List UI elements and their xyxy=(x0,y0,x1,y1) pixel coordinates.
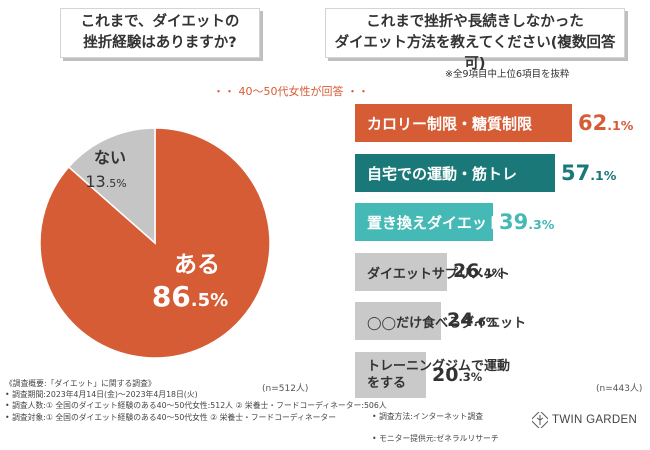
pie-label-no: ない xyxy=(94,148,126,167)
bar-value-dec-4: .4% xyxy=(479,266,504,280)
bar-value-int-1: 62 xyxy=(578,111,608,135)
footer-subjects: • 調査人数:① 全国のダイエット経験のある40〜50代女性:512人 ② 栄養… xyxy=(5,401,387,411)
bar-value-dec-3: .3% xyxy=(528,217,555,232)
respondent-dots-left: ・・ xyxy=(213,85,235,98)
logo: TWIN GARDEN xyxy=(532,412,637,428)
bar-label-1: カロリー制限・糖質制限 xyxy=(367,114,533,133)
n-left: (n=512人) xyxy=(262,384,309,394)
bar-4 xyxy=(355,253,447,291)
bar-value-dec-2: .1% xyxy=(590,168,617,183)
bar-value-int-4: 26 xyxy=(453,260,480,282)
footer-period: • 調査期間:2023年4月14日(金)〜2023年4月18日(火) xyxy=(5,390,198,400)
bar-value-int-5: 24 xyxy=(447,309,474,331)
bar-label-6: トレーニングジムで運動をする xyxy=(367,359,511,391)
bar-label-4: ダイエットサプリメント xyxy=(367,266,510,282)
respondent-dots-right: ・・ xyxy=(347,85,369,98)
pie-value-no: 13.5% xyxy=(85,172,126,191)
bar-5 xyxy=(355,302,441,340)
bar-value-3: 39.3% xyxy=(499,210,554,234)
footer-method: • 調査方法:インターネット調査 xyxy=(372,412,484,421)
respondent-text: 40〜50代女性が回答 xyxy=(238,85,344,98)
bar-value-dec-6: .3% xyxy=(458,370,483,384)
bar-value-int-6: 20 xyxy=(432,364,459,386)
pie-value-no-int: 13 xyxy=(85,172,105,191)
bar-value-dec-1: .1% xyxy=(607,118,634,133)
question-left-line1: これまで、ダイエットの xyxy=(80,14,240,30)
bar-label-5: ◯◯だけ食べるダイエット xyxy=(367,315,526,331)
bar-label-2: 自宅での運動・筋トレ xyxy=(367,164,518,183)
bar-value-2: 57.1% xyxy=(561,161,616,185)
bar-label-3: 置き換えダイエット xyxy=(367,213,502,232)
logo-text: TWIN GARDEN xyxy=(552,414,638,426)
bar-value-6: 20.3% xyxy=(432,364,482,386)
footer-title: 《調査概要:「ダイエット」に関する調査》 xyxy=(5,379,156,388)
bar-3 xyxy=(355,203,493,241)
sample-note: ※全9項目中上位6項目を抜粋 xyxy=(445,69,570,80)
respondent-label: ・・ 40〜50代女性が回答 ・・ xyxy=(213,83,369,99)
logo-icon xyxy=(532,412,548,428)
pie-slice-no xyxy=(67,127,156,245)
footer-targets: • 調査対象:① 全国のダイエット経験のある40〜50代女性 ② 栄養士・フード… xyxy=(5,412,337,422)
pie-value-no-dec: .5% xyxy=(106,177,127,190)
bar-6 xyxy=(355,352,426,398)
footer-provider: • モニター提供元:ゼネラルリサーチ xyxy=(372,434,499,444)
bar-value-dec-5: .6% xyxy=(473,315,498,329)
bar-1 xyxy=(355,104,572,142)
bar-value-4: 26.4% xyxy=(453,260,503,282)
pie-value-yes-dec: .5% xyxy=(191,290,228,311)
bar-value-1: 62.1% xyxy=(578,111,633,135)
bar-value-5: 24.6% xyxy=(447,309,497,331)
bar-value-int-3: 39 xyxy=(499,210,529,234)
bar-2 xyxy=(355,154,555,192)
question-right-line1: これまで挫折や長続きしなかった xyxy=(366,14,584,30)
question-right-box: これまで挫折や長続きしなかった ダイエット方法を教えてください(複数回答可) xyxy=(325,8,625,72)
n-right: (n=443人) xyxy=(596,384,643,394)
question-left-line2: 挫折経験はありますか? xyxy=(83,35,237,51)
footer-right: • 調査方法:インターネット調査 • モニター提供元:ゼネラルリサーチ xyxy=(372,411,499,444)
bar-value-int-2: 57 xyxy=(561,161,591,185)
question-left-box: これまで、ダイエットの 挫折経験はありますか? xyxy=(60,8,260,58)
question-right-line2: ダイエット方法を教えてください(複数回答可) xyxy=(334,35,616,72)
pie-value-yes: 86.5% xyxy=(152,280,228,313)
pie-label-yes: ある xyxy=(174,252,220,278)
pie-value-yes-int: 86 xyxy=(152,280,191,313)
footer: 《調査概要:「ダイエット」に関する調査》 • 調査期間:2023年4月14日(金… xyxy=(5,378,525,423)
